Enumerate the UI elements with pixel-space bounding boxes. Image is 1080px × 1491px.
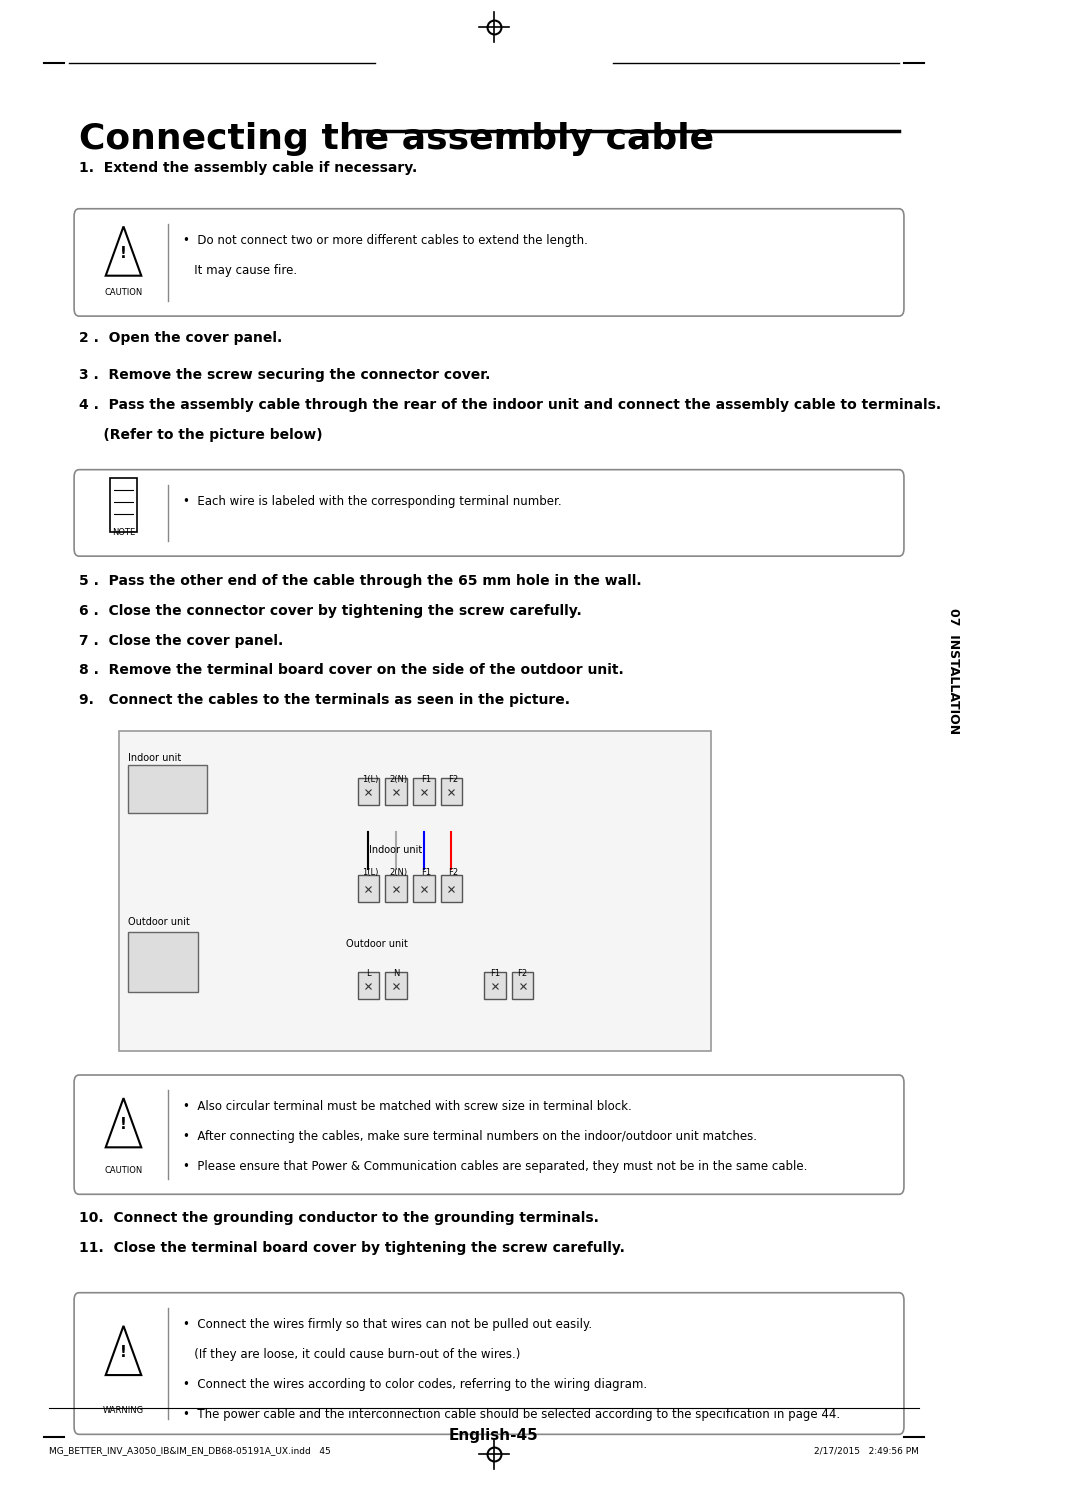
Text: WARNING: WARNING [103,1406,144,1415]
Bar [357,875,379,902]
Bar [512,972,534,999]
Text: F1: F1 [490,969,500,978]
Bar [357,972,379,999]
Text: NOTE: NOTE [112,528,135,537]
Text: 9.   Connect the cables to the terminals as seen in the picture.: 9. Connect the cables to the terminals a… [79,693,570,707]
FancyBboxPatch shape [75,209,904,316]
Text: •  The power cable and the interconnection cable should be selected according to: • The power cable and the interconnectio… [183,1408,840,1421]
Text: F2: F2 [448,868,459,877]
Bar [357,778,379,805]
Bar [413,778,434,805]
Text: F2: F2 [448,775,459,784]
Text: F1: F1 [421,775,431,784]
Text: •  After connecting the cables, make sure terminal numbers on the indoor/outdoor: • After connecting the cables, make sure… [183,1130,757,1144]
Text: F2: F2 [517,969,528,978]
Bar [129,765,207,813]
Text: 8 .  Remove the terminal board cover on the side of the outdoor unit.: 8 . Remove the terminal board cover on t… [79,663,624,677]
Text: Outdoor unit: Outdoor unit [129,917,190,927]
Text: •  Do not connect two or more different cables to extend the length.: • Do not connect two or more different c… [183,234,588,248]
Bar [441,875,462,902]
Bar [386,875,407,902]
Text: N: N [393,969,400,978]
Text: •  Each wire is labeled with the corresponding terminal number.: • Each wire is labeled with the correspo… [183,495,562,508]
Text: •  Connect the wires according to color codes, referring to the wiring diagram.: • Connect the wires according to color c… [183,1378,647,1391]
FancyBboxPatch shape [75,470,904,556]
Text: !: ! [120,246,127,261]
Text: 2(N): 2(N) [389,868,407,877]
FancyBboxPatch shape [75,1075,904,1194]
Text: Outdoor unit: Outdoor unit [346,939,407,950]
FancyBboxPatch shape [110,479,137,532]
Bar [441,778,462,805]
Text: (If they are loose, it could cause burn-out of the wires.): (If they are loose, it could cause burn-… [183,1348,521,1361]
Text: !: ! [120,1345,127,1360]
Text: Indoor unit: Indoor unit [368,845,422,856]
Text: CAUTION: CAUTION [105,1166,143,1175]
Bar [386,972,407,999]
Text: •  Also circular terminal must be matched with screw size in terminal block.: • Also circular terminal must be matched… [183,1100,632,1114]
Text: •  Connect the wires firmly so that wires can not be pulled out easily.: • Connect the wires firmly so that wires… [183,1318,592,1331]
Text: F1: F1 [421,868,431,877]
Text: It may cause fire.: It may cause fire. [183,264,297,277]
Text: L: L [366,969,370,978]
Text: 5 .  Pass the other end of the cable through the 65 mm hole in the wall.: 5 . Pass the other end of the cable thro… [79,574,642,587]
Text: 7 .  Close the cover panel.: 7 . Close the cover panel. [79,634,283,647]
Bar [484,972,505,999]
Text: 2/17/2015   2:49:56 PM: 2/17/2015 2:49:56 PM [814,1446,919,1455]
Text: •  Please ensure that Power & Communication cables are separated, they must not : • Please ensure that Power & Communicati… [183,1160,807,1173]
Text: Indoor unit: Indoor unit [129,753,181,763]
Text: CAUTION: CAUTION [105,288,143,297]
Text: 6 .  Close the connector cover by tightening the screw carefully.: 6 . Close the connector cover by tighten… [79,604,582,617]
Text: 11.  Close the terminal board cover by tightening the screw carefully.: 11. Close the terminal board cover by ti… [79,1241,625,1254]
Text: 2 .  Open the cover panel.: 2 . Open the cover panel. [79,331,282,344]
Bar [129,932,198,992]
FancyBboxPatch shape [119,731,712,1051]
Bar [413,875,434,902]
Text: English-45: English-45 [449,1428,539,1443]
Text: 10.  Connect the grounding conductor to the grounding terminals.: 10. Connect the grounding conductor to t… [79,1211,599,1224]
Text: 07  INSTALLATION: 07 INSTALLATION [947,608,960,734]
Text: 2(N): 2(N) [389,775,407,784]
Text: 1(L): 1(L) [362,775,379,784]
Text: 1.  Extend the assembly cable if necessary.: 1. Extend the assembly cable if necessar… [79,161,417,174]
Text: (Refer to the picture below): (Refer to the picture below) [79,428,323,441]
Bar [386,778,407,805]
FancyBboxPatch shape [75,1293,904,1434]
Text: 1(L): 1(L) [362,868,379,877]
Text: MG_BETTER_INV_A3050_IB&IM_EN_DB68-05191A_UX.indd   45: MG_BETTER_INV_A3050_IB&IM_EN_DB68-05191A… [50,1446,332,1455]
Text: 4 .  Pass the assembly cable through the rear of the indoor unit and connect the: 4 . Pass the assembly cable through the … [79,398,941,412]
Text: Connecting the assembly cable: Connecting the assembly cable [79,122,714,157]
Text: 3 .  Remove the screw securing the connector cover.: 3 . Remove the screw securing the connec… [79,368,490,382]
Text: !: ! [120,1117,127,1133]
